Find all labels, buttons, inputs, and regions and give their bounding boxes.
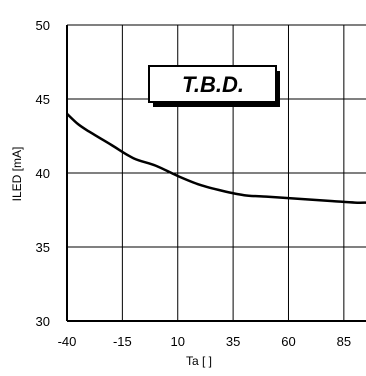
y-tick-label: 50 (36, 18, 50, 33)
y-tick-label: 30 (36, 314, 50, 329)
axis-layer: -40 -15 10 35 60 85 30 35 40 45 50 (36, 18, 366, 349)
x-axis-label: Ta [ ] (186, 354, 212, 368)
y-axis-label: ILED [mA] (10, 147, 24, 202)
y-tick-label: 40 (36, 166, 50, 181)
tbd-box (148, 65, 277, 103)
y-tick-label: 45 (36, 92, 50, 107)
x-tick-label: -15 (113, 334, 132, 349)
tbd-text: T.B.D. (182, 72, 244, 97)
series-line (66, 112, 366, 204)
tbd-annotation: T.B.D. (148, 65, 280, 107)
x-tick-label: 10 (171, 334, 185, 349)
x-tick-label: 85 (337, 334, 351, 349)
x-tick-label: -40 (58, 334, 77, 349)
x-tick-label: 35 (226, 334, 240, 349)
label-layer: Ta [ ] ILED [mA] (10, 147, 212, 368)
y-tick-label: 35 (36, 240, 50, 255)
series-layer (66, 112, 366, 204)
x-tick-label: 60 (281, 334, 295, 349)
